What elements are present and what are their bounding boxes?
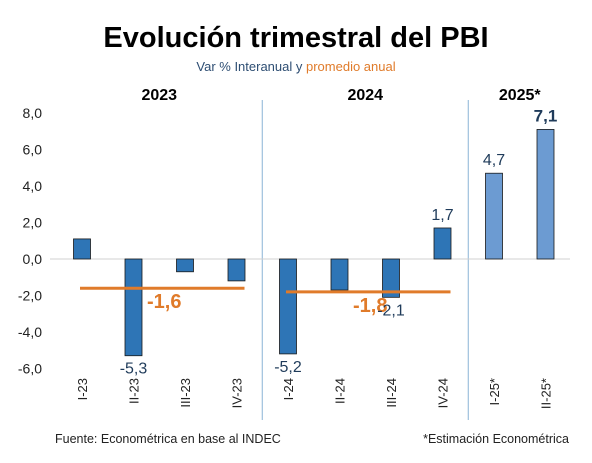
- bar: [279, 258, 297, 355]
- bar: [176, 258, 194, 273]
- bars: [73, 129, 555, 357]
- bar: [124, 258, 143, 357]
- x-tick-label: II-23: [127, 378, 142, 404]
- year-labels: 2023 2024 2025*: [141, 87, 541, 104]
- y-tick-label: 0,0: [23, 251, 43, 267]
- data-label: 1,7: [431, 207, 453, 224]
- x-axis-labels: I-23 II-23 III-23 IV-23 I-24 II-24 III-24 IV-24…: [75, 378, 554, 409]
- y-tick-label: -4,0: [18, 324, 42, 340]
- data-label: 7,1: [534, 106, 558, 125]
- x-tick-label: II-25*: [539, 378, 554, 409]
- average-label: -1,6: [147, 291, 181, 313]
- y-tick-label: 2,0: [23, 215, 43, 231]
- subtitle-average-text: promedio anual: [306, 59, 396, 74]
- data-labels: -5,3 -5,2 -2,1 1,7 4,7 7,1: [120, 106, 558, 377]
- x-tick-label: IV-24: [436, 378, 451, 408]
- x-tick-label: I-24: [281, 378, 296, 400]
- y-tick-label: -6,0: [18, 361, 42, 377]
- y-tick-label: 8,0: [23, 105, 43, 121]
- data-label: -5,2: [274, 359, 302, 376]
- data-label: -2,1: [377, 302, 405, 319]
- x-tick-label: IV-23: [230, 378, 245, 408]
- source-note: Fuente: Econométrica en base al INDEC: [55, 432, 281, 446]
- y-tick-label: 4,0: [23, 178, 43, 194]
- bar: [536, 129, 555, 260]
- subtitle-text: Var % Interanual y: [196, 59, 306, 74]
- year-separators: [261, 100, 469, 420]
- year-label: 2024: [347, 87, 383, 104]
- bar: [227, 258, 246, 282]
- data-label: 4,7: [483, 152, 505, 169]
- x-tick-label: I-23: [75, 378, 90, 400]
- x-tick-label: III-23: [178, 378, 193, 408]
- average-label: -1,8: [353, 295, 387, 317]
- y-tick-label: 6,0: [23, 142, 43, 158]
- average-lines: -1,6 -1,8: [80, 286, 451, 317]
- x-tick-label: I-25*: [487, 378, 502, 405]
- data-label: -5,3: [120, 361, 148, 378]
- chart-title: Evolución trimestral del PBI: [103, 22, 488, 54]
- bar: [433, 227, 452, 260]
- bar: [73, 238, 91, 260]
- x-tick-label: II-24: [333, 378, 348, 404]
- bar: [485, 172, 503, 260]
- bar: [330, 258, 349, 291]
- x-tick-label: III-24: [384, 378, 399, 408]
- bar: [382, 258, 400, 298]
- year-label: 2023: [141, 87, 177, 104]
- y-tick-label: -2,0: [18, 288, 42, 304]
- estimate-note: *Estimación Econométrica: [423, 432, 569, 446]
- chart-subtitle: Var % Interanual y promedio anual: [196, 59, 395, 74]
- year-label: 2025*: [499, 87, 542, 104]
